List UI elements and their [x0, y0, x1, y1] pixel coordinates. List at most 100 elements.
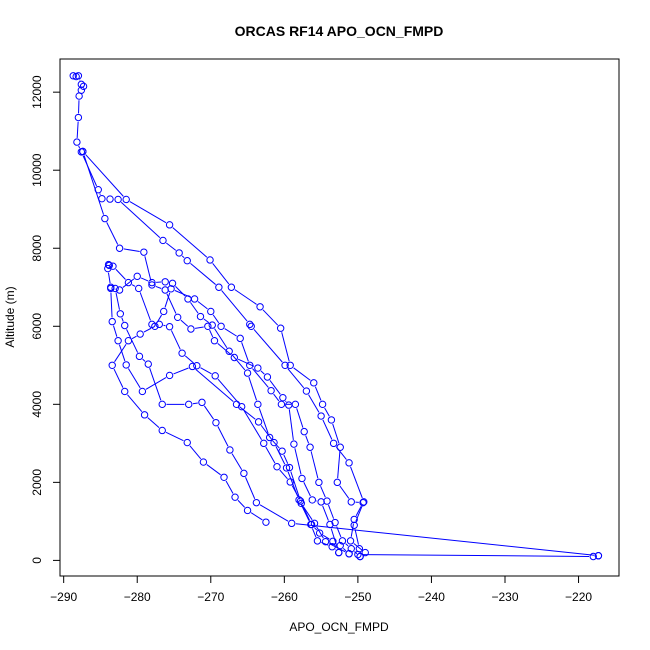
data-point: [318, 400, 327, 409]
series-line-segment: [294, 448, 302, 475]
data-point: [122, 361, 130, 369]
data-point: [140, 248, 148, 256]
series-line-segment: [78, 145, 81, 149]
series-line-segment: [295, 523, 595, 556]
data-point: [196, 312, 205, 321]
data-point: [183, 438, 191, 447]
data-point: [298, 474, 306, 483]
data-point: [290, 440, 298, 448]
y-tick-label: 6000: [30, 313, 44, 340]
series-line-segment: [200, 367, 212, 375]
series-line-segment: [173, 367, 189, 375]
data-point: [140, 411, 149, 419]
y-tick-label: 0: [30, 557, 44, 564]
data-point: [124, 278, 133, 287]
data-point: [335, 548, 343, 557]
series-line-segment: [76, 121, 79, 138]
data-point: [190, 295, 199, 303]
data-point: [308, 496, 316, 504]
data-point: [278, 447, 286, 455]
data-point: [327, 416, 336, 424]
data-point: [240, 469, 248, 478]
x-tick-label: −220: [565, 590, 592, 604]
series-line-segment: [287, 471, 298, 497]
data-point: [286, 478, 294, 486]
data-point: [210, 337, 219, 345]
series-line-segment: [189, 445, 202, 460]
series-line-segment: [131, 284, 136, 287]
data-point: [151, 322, 159, 330]
data-point: [159, 236, 167, 245]
data-point: [313, 537, 322, 545]
series-line-segment: [354, 551, 358, 555]
data-point: [230, 353, 239, 362]
series-line-segment: [123, 248, 140, 252]
y-axis-label: Altitude (m): [3, 286, 17, 347]
series-line-segment: [234, 289, 257, 305]
data-point: [158, 400, 166, 409]
series-line-segment: [273, 393, 280, 402]
data-point: [165, 371, 174, 380]
data-point: [356, 552, 364, 561]
series-line-segment: [339, 485, 350, 499]
data-point: [317, 498, 325, 506]
data-point: [310, 519, 319, 528]
data-point: [115, 244, 124, 252]
series-line-segment: [350, 466, 363, 499]
series-line-segment: [114, 343, 127, 363]
data-point: [270, 438, 278, 447]
data-point: [167, 285, 175, 293]
data-point: [252, 498, 261, 507]
data-point: [307, 520, 315, 529]
data-point: [281, 361, 289, 369]
data-point: [347, 498, 355, 506]
data-point: [101, 214, 109, 223]
series-line-segment: [192, 402, 198, 405]
series-line-segment: [155, 285, 162, 289]
data-point: [346, 537, 355, 545]
data-point: [133, 272, 141, 281]
series-line-segment: [113, 368, 124, 388]
data-point: [267, 386, 275, 395]
series-line-segment: [252, 368, 269, 388]
series-line-segment: [328, 504, 335, 519]
series-line-segment: [122, 278, 135, 288]
series-line-segment: [118, 344, 126, 362]
series-line-segment: [314, 527, 318, 531]
series-line-segment: [231, 453, 243, 471]
series-2: [104, 260, 603, 560]
data-point: [326, 520, 334, 529]
series-line-segment: [131, 335, 137, 340]
data-point: [347, 544, 355, 553]
data-point: [135, 352, 144, 361]
series-line-segment: [265, 446, 276, 464]
x-tick-label: −230: [491, 590, 518, 604]
series-line-segment: [156, 314, 162, 323]
series-line-segment: [164, 292, 171, 308]
series-line-segment: [337, 451, 341, 479]
series-line-segment: [350, 523, 354, 537]
series-line-segment: [121, 317, 124, 322]
data-point: [243, 506, 252, 515]
data-point: [315, 529, 324, 537]
series-line-segment: [174, 290, 191, 298]
data-point: [121, 387, 129, 396]
y-tick-label: 8000: [30, 235, 44, 262]
series-line-segment: [245, 477, 256, 499]
series-line-segment: [221, 290, 248, 322]
data-point: [168, 279, 177, 288]
data-point: [350, 515, 358, 524]
series-line-segment: [112, 325, 118, 337]
data-point: [217, 322, 225, 330]
data-point: [360, 498, 368, 506]
series-line-segment: [197, 301, 208, 310]
data-point: [594, 552, 603, 560]
series-line-segment: [209, 329, 214, 338]
chart-title: ORCAS RF14 APO_OCN_FMPD: [235, 23, 444, 39]
series-line-segment: [296, 408, 304, 428]
series-line-segment: [258, 408, 269, 434]
data-point: [302, 387, 311, 395]
data-point: [124, 337, 133, 345]
data-point: [173, 313, 182, 322]
